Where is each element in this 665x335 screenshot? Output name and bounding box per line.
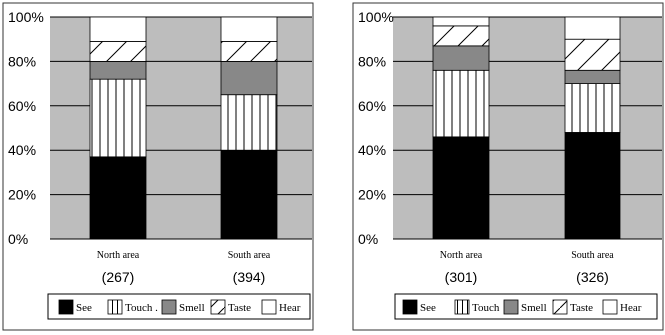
bar-segment-touch	[564, 83, 621, 133]
x-category-label: South area	[228, 250, 271, 261]
legend-label-see: See	[420, 302, 436, 314]
legend-swatch-touch	[107, 299, 123, 315]
legend: See Touch . Smell Taste Hear	[47, 293, 311, 320]
legend-swatch-smell	[161, 299, 177, 315]
y-tick-label: 100%	[358, 9, 394, 25]
sample-size-label: (267)	[102, 269, 135, 285]
bar-segment-see	[220, 149, 278, 240]
bar-segment-see	[432, 136, 490, 240]
bar-segment-see	[564, 132, 621, 240]
legend: See Touch Smell Taste Hear	[394, 293, 658, 320]
bar-segment-taste	[564, 38, 621, 71]
y-tick-label: 0%	[8, 231, 28, 247]
legend-label-see: See	[76, 302, 92, 314]
y-tick-label: 80%	[358, 53, 386, 69]
bar-segment-smell	[220, 61, 278, 96]
legend-label-taste: Taste	[228, 302, 251, 314]
bar-segment-hear	[564, 16, 621, 40]
sample-size-label: (326)	[576, 269, 609, 285]
legend-swatch-taste	[210, 299, 226, 315]
bar-segment-touch	[89, 78, 147, 158]
y-tick-label: 40%	[358, 142, 386, 158]
legend-label-smell: Smell	[179, 302, 205, 314]
y-tick-label: 40%	[8, 142, 36, 158]
bar-segment-taste	[89, 41, 147, 62]
bar-segment-touch	[220, 94, 278, 151]
bar-segment-hear	[89, 16, 147, 42]
legend-swatch-see	[402, 299, 418, 315]
legend-swatch-taste	[552, 299, 568, 315]
bar-segment-hear	[432, 16, 490, 27]
y-tick-label: 0%	[358, 231, 378, 247]
y-tick-label: 20%	[8, 187, 36, 203]
y-tick-label: 60%	[358, 98, 386, 114]
y-tick-label: 60%	[8, 98, 36, 114]
legend-swatch-hear	[261, 299, 277, 315]
legend-swatch-hear	[602, 299, 618, 315]
legend-label-hear: Hear	[620, 302, 642, 314]
legend-swatch-smell	[503, 299, 519, 315]
bar-segment-taste	[432, 25, 490, 47]
sample-size-label: (394)	[233, 269, 266, 285]
bar-segment-smell	[89, 61, 147, 80]
legend-label-touch: Touch .	[125, 302, 158, 314]
y-tick-label: 100%	[8, 9, 44, 25]
x-category-label: South area	[571, 250, 614, 261]
x-category-label: North area	[97, 250, 140, 261]
bar-segment-smell	[432, 45, 490, 71]
bar-segment-smell	[564, 69, 621, 84]
legend-label-hear: Hear	[279, 302, 301, 314]
bar-segment-touch	[432, 69, 490, 138]
legend-label-smell: Smell	[521, 302, 547, 314]
legend-label-touch: Touch	[472, 302, 500, 314]
y-tick-label: 20%	[358, 187, 386, 203]
legend-label-taste: Taste	[570, 302, 593, 314]
legend-swatch-touch	[454, 299, 470, 315]
bar-segment-taste	[220, 41, 278, 62]
chart-panel-1: 0% 20% 40% 60% 80% 100% North area (267) South a…	[2, 2, 314, 331]
legend-swatch-see	[58, 299, 74, 315]
y-tick-label: 80%	[8, 53, 36, 69]
chart-panel-2: 0% 20% 40% 60% 80% 100% North area (301) South a…	[352, 2, 664, 331]
x-category-label: North area	[440, 250, 483, 261]
bar-segment-hear	[220, 16, 278, 42]
sample-size-label: (301)	[445, 269, 478, 285]
bar-segment-see	[89, 156, 147, 240]
